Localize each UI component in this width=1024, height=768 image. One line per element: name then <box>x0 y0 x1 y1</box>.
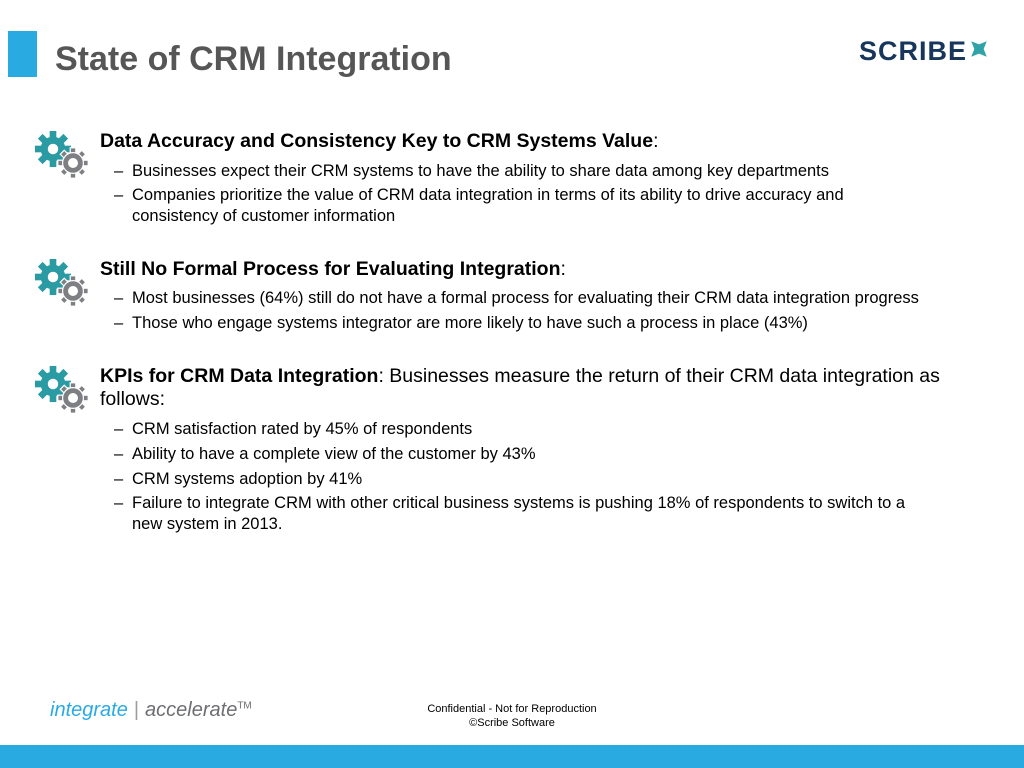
heading-bold: KPIs for CRM Data Integration <box>100 364 379 387</box>
section-heading: Still No Formal Process for Evaluating I… <box>100 258 975 282</box>
brand-trademark: TM <box>237 700 252 712</box>
bullet-dash: – <box>114 494 124 513</box>
bullet-dash: – <box>114 444 124 463</box>
gear-gray-icon <box>57 274 89 307</box>
heading-rest: : <box>653 130 659 152</box>
bullet-text: Most businesses (64%) still do not have … <box>132 289 919 308</box>
bullet-text: Ability to have a complete view of the c… <box>132 444 536 463</box>
gear-gray-icon <box>57 147 89 179</box>
confidential-line1: Confidential - Not for Reproduction <box>427 703 597 715</box>
section-body: Data Accuracy and Consistency Key to CRM… <box>100 130 975 231</box>
bullet-item: – Failure to integrate CRM with other cr… <box>100 493 975 534</box>
brand-separator: | <box>133 699 140 721</box>
brand-integrate: integrate <box>50 699 128 721</box>
bullet-item: – Most businesses (64%) still do not hav… <box>100 288 975 309</box>
gear-gray-icon <box>57 381 89 414</box>
scribe-x-icon <box>968 38 990 65</box>
heading-rest: : Businesses measure the return of their… <box>100 364 940 411</box>
bullet-dash: – <box>114 289 124 308</box>
section-heading: Data Accuracy and Consistency Key to CRM… <box>100 130 975 154</box>
section-heading: KPIs for CRM Data Integration: Businesse… <box>100 365 975 413</box>
scribe-logo-text: SCRIBE <box>858 36 967 66</box>
bullet-dash: – <box>114 161 124 180</box>
gear-teal-icon <box>34 130 72 168</box>
accent-square <box>8 31 37 77</box>
bullet-item: – Ability to have a complete view of the… <box>100 444 975 465</box>
section-body: KPIs for CRM Data Integration: Businesse… <box>100 365 975 539</box>
bullet-text: Those who engage systems integrator are … <box>132 314 808 333</box>
bullet-item: – CRM systems adoption by 41% <box>100 469 975 490</box>
bullet-text: Businesses expect their CRM systems to h… <box>132 161 830 180</box>
bullet-item: – CRM satisfaction rated by 45% of respo… <box>100 419 975 440</box>
slide-body: Data Accuracy and Consistency Key to CRM… <box>33 130 978 565</box>
bullet-text: CRM satisfaction rated by 45% of respond… <box>132 420 473 439</box>
heading-bold: Data Accuracy and Consistency Key to CRM… <box>100 130 654 152</box>
bullet-text: Failure to integrate CRM with other crit… <box>132 494 906 533</box>
confidential-line2: ©Scribe Software <box>469 717 555 730</box>
section-body: Still No Formal Process for Evaluating I… <box>100 258 975 338</box>
bullet-dash: – <box>114 314 124 333</box>
gears-icon <box>33 365 100 421</box>
brand-tagline: integrate | accelerateTM <box>50 699 252 722</box>
bottom-accent-bar <box>0 745 1024 768</box>
bullet-text: Companies prioritize the value of CRM da… <box>132 186 844 226</box>
section-no-formal-process: Still No Formal Process for Evaluating I… <box>33 258 978 338</box>
gears-icon <box>33 258 100 314</box>
bullet-item: – Businesses expect their CRM systems to… <box>100 161 975 182</box>
heading-bold: Still No Formal Process for Evaluating I… <box>100 257 561 280</box>
heading-rest: : <box>560 257 566 280</box>
bullet-item: – Those who engage systems integrator ar… <box>100 313 975 334</box>
bullet-text: CRM systems adoption by 41% <box>132 469 363 488</box>
gears-icon <box>33 130 100 186</box>
scribe-logo: SCRIBE <box>859 36 990 67</box>
gear-teal-icon <box>34 258 72 295</box>
section-data-accuracy: Data Accuracy and Consistency Key to CRM… <box>33 130 978 231</box>
bullet-dash: – <box>114 186 124 205</box>
section-kpis: KPIs for CRM Data Integration: Businesse… <box>33 365 978 539</box>
brand-accelerate: accelerate <box>145 699 238 721</box>
gear-teal-icon <box>34 365 72 402</box>
bullet-dash: – <box>114 469 124 488</box>
bullet-dash: – <box>114 420 124 439</box>
page-title: State of CRM Integration <box>55 40 452 78</box>
confidential-notice: Confidential - Not for Reproduction ©Scr… <box>0 702 1024 731</box>
bullet-item: – Companies prioritize the value of CRM … <box>100 185 975 226</box>
